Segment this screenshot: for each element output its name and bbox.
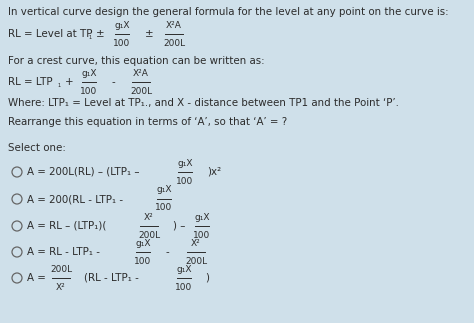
Text: RL = LTP: RL = LTP xyxy=(8,77,53,87)
Text: 100: 100 xyxy=(193,231,210,239)
Text: ₁: ₁ xyxy=(57,80,60,89)
Text: 100: 100 xyxy=(175,283,192,291)
Text: ₁: ₁ xyxy=(88,32,91,41)
Text: X²A: X²A xyxy=(133,68,149,78)
Text: 200L: 200L xyxy=(163,38,185,47)
Text: g₁X: g₁X xyxy=(176,265,192,274)
Text: X²: X² xyxy=(144,213,154,222)
Text: X²: X² xyxy=(56,283,66,291)
Text: g₁X: g₁X xyxy=(156,185,172,194)
Text: g₁X: g₁X xyxy=(177,159,193,168)
Text: Where: LTP₁ = Level at TP₁., and X - distance between TP1 and the Point ‘P’.: Where: LTP₁ = Level at TP₁., and X - dis… xyxy=(8,98,399,108)
Text: Rearrange this equation in terms of ‘A’, so that ‘A’ = ?: Rearrange this equation in terms of ‘A’,… xyxy=(8,117,287,127)
Text: g₁X: g₁X xyxy=(81,68,97,78)
Text: A = 200L(RL) – (LTP₁ –: A = 200L(RL) – (LTP₁ – xyxy=(27,167,139,177)
Text: A =: A = xyxy=(27,273,46,283)
Text: A = RL - LTP₁ -: A = RL - LTP₁ - xyxy=(27,247,100,257)
Text: ±: ± xyxy=(96,29,105,39)
Text: ): ) xyxy=(205,273,209,283)
Text: X²A: X²A xyxy=(166,20,182,29)
Text: RL = Level at TP: RL = Level at TP xyxy=(8,29,92,39)
Text: (RL - LTP₁ -: (RL - LTP₁ - xyxy=(84,273,139,283)
Text: 100: 100 xyxy=(155,203,173,213)
Text: A = RL – (LTP₁)(: A = RL – (LTP₁)( xyxy=(27,221,106,231)
Text: +: + xyxy=(65,77,73,87)
Text: Select one:: Select one: xyxy=(8,143,66,153)
Text: 100: 100 xyxy=(176,176,193,185)
Text: For a crest curve, this equation can be written as:: For a crest curve, this equation can be … xyxy=(8,56,264,66)
Text: X²: X² xyxy=(191,238,201,247)
Text: 100: 100 xyxy=(134,256,152,266)
Text: 200L: 200L xyxy=(130,87,152,96)
Text: )x²: )x² xyxy=(207,167,221,177)
Text: 200L: 200L xyxy=(138,231,160,239)
Text: 100: 100 xyxy=(81,87,98,96)
Text: 200L: 200L xyxy=(185,256,207,266)
Text: -: - xyxy=(112,77,116,87)
Text: g₁X: g₁X xyxy=(114,20,130,29)
Text: g₁X: g₁X xyxy=(194,213,210,222)
Text: ) –: ) – xyxy=(173,221,185,231)
Text: ±: ± xyxy=(145,29,154,39)
Text: 200L: 200L xyxy=(50,265,72,274)
Text: g₁X: g₁X xyxy=(135,238,151,247)
Text: A = 200(RL - LTP₁ -: A = 200(RL - LTP₁ - xyxy=(27,194,123,204)
Text: In vertical curve design the general formula for the level at any point on the c: In vertical curve design the general for… xyxy=(8,7,448,17)
Text: -: - xyxy=(166,247,170,257)
Text: 100: 100 xyxy=(113,38,131,47)
